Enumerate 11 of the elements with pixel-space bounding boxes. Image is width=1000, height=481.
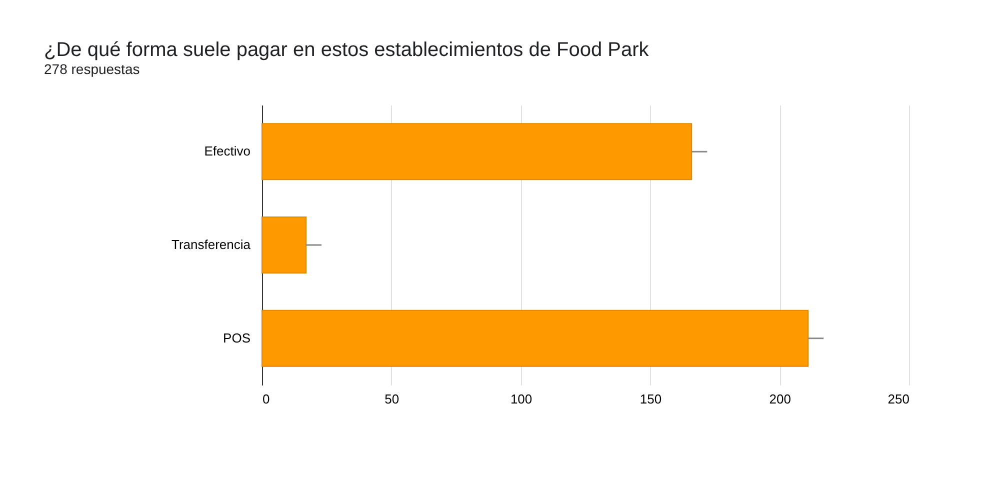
y-tick-label: Transferencia bbox=[172, 237, 252, 252]
chart-title: ¿De qué forma suele pagar en estos establecimientos de Food Park bbox=[44, 39, 650, 61]
y-tick-label: POS bbox=[223, 330, 251, 346]
x-tick-label: 250 bbox=[888, 392, 910, 406]
y-tick-label: Efectivo bbox=[204, 144, 250, 159]
x-tick-label: 50 bbox=[384, 392, 400, 406]
text: 278 respuestas bbox=[44, 61, 140, 77]
x-tick-label: 150 bbox=[640, 392, 662, 406]
x-tick-label: 100 bbox=[510, 392, 532, 406]
x-tick-label: 200 bbox=[769, 392, 791, 406]
x-tick-label: 0 bbox=[262, 392, 270, 406]
